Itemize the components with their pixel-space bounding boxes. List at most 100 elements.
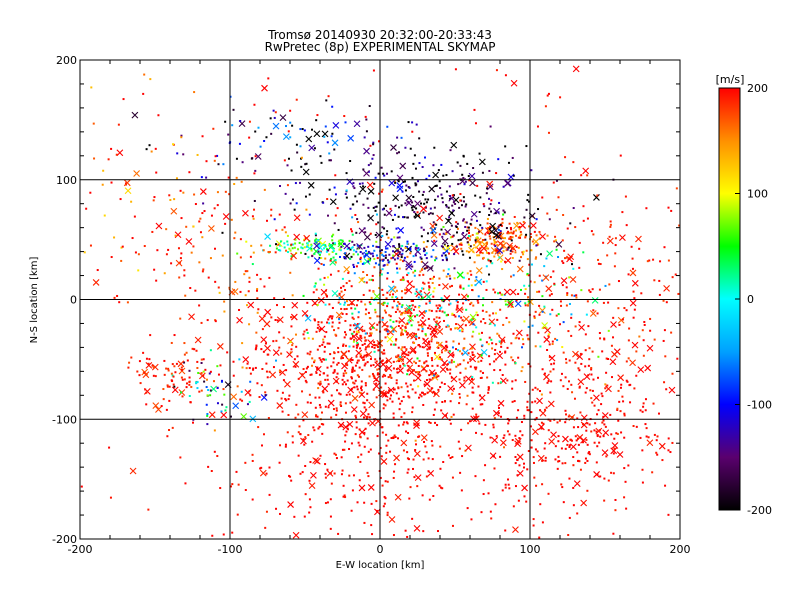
data-point xyxy=(433,374,436,377)
data-point xyxy=(305,162,308,165)
data-point xyxy=(489,203,492,206)
data-point xyxy=(522,220,525,223)
data-point xyxy=(425,379,428,382)
data-point xyxy=(424,156,427,159)
data-point xyxy=(333,452,336,455)
data-point xyxy=(375,360,378,363)
data-point xyxy=(205,176,208,179)
data-point xyxy=(523,417,526,420)
data-point xyxy=(133,170,141,177)
data-point xyxy=(457,239,460,242)
data-point xyxy=(431,364,434,367)
data-point xyxy=(137,253,140,256)
data-point xyxy=(163,373,166,376)
data-point xyxy=(360,387,363,390)
data-point xyxy=(460,293,468,301)
data-point xyxy=(341,312,344,315)
data-point xyxy=(601,449,609,457)
data-point xyxy=(409,347,417,355)
data-point xyxy=(414,374,422,382)
data-point xyxy=(353,369,356,372)
data-point xyxy=(643,320,646,323)
data-point xyxy=(384,256,387,259)
data-point xyxy=(532,461,535,464)
data-point xyxy=(406,245,409,248)
grid-lines xyxy=(80,60,680,539)
data-point xyxy=(302,168,310,176)
data-point xyxy=(511,359,514,362)
data-point xyxy=(547,380,550,382)
data-point xyxy=(499,350,502,353)
data-point xyxy=(330,365,333,368)
data-point xyxy=(480,433,483,436)
data-point xyxy=(437,346,440,349)
data-point xyxy=(310,249,313,252)
data-point xyxy=(198,390,201,393)
data-point xyxy=(562,351,565,354)
data-point xyxy=(422,190,425,193)
data-point xyxy=(347,350,350,353)
data-point xyxy=(536,397,543,405)
data-point xyxy=(360,453,363,456)
data-point xyxy=(322,372,325,375)
data-point xyxy=(481,171,484,174)
data-point xyxy=(656,435,659,438)
data-point xyxy=(248,280,251,283)
data-point xyxy=(676,357,679,360)
data-point xyxy=(461,308,464,311)
data-point xyxy=(557,435,560,438)
data-point xyxy=(456,271,464,279)
data-point xyxy=(596,312,599,315)
data-point xyxy=(423,440,426,443)
data-point xyxy=(384,404,387,407)
data-point xyxy=(362,271,365,274)
data-point xyxy=(322,338,325,341)
data-point xyxy=(194,203,197,206)
data-point xyxy=(248,276,251,279)
data-point xyxy=(607,329,610,332)
data-point xyxy=(412,467,415,470)
data-point xyxy=(389,315,392,318)
data-point xyxy=(555,208,558,211)
data-point xyxy=(518,259,521,262)
data-point xyxy=(358,247,361,250)
data-point xyxy=(460,243,463,246)
data-point xyxy=(264,391,267,394)
data-point xyxy=(546,212,549,215)
data-point xyxy=(512,332,515,335)
data-point xyxy=(399,366,402,369)
data-point xyxy=(353,322,361,330)
data-point xyxy=(403,256,406,259)
data-point xyxy=(313,429,316,432)
data-point xyxy=(371,326,374,329)
data-point xyxy=(366,274,369,277)
data-point xyxy=(314,282,317,285)
data-point xyxy=(316,326,319,329)
data-point xyxy=(494,245,497,248)
data-point xyxy=(278,213,281,216)
data-point xyxy=(317,267,320,270)
data-point xyxy=(433,146,436,149)
data-point xyxy=(458,396,461,399)
data-point xyxy=(440,245,443,248)
data-point xyxy=(435,320,438,323)
data-point xyxy=(315,288,318,291)
data-point xyxy=(209,394,212,397)
data-point xyxy=(445,340,448,343)
data-point xyxy=(439,356,442,359)
data-point xyxy=(433,206,436,209)
data-point xyxy=(332,357,335,360)
data-point xyxy=(398,267,401,270)
data-point xyxy=(381,391,389,398)
data-point xyxy=(466,272,469,275)
data-point xyxy=(568,444,571,447)
data-point xyxy=(288,394,291,397)
data-point xyxy=(520,233,523,236)
data-point xyxy=(465,203,468,206)
data-point xyxy=(188,171,191,174)
data-point xyxy=(502,209,505,212)
data-point xyxy=(540,427,543,430)
data-point xyxy=(550,293,553,296)
data-point xyxy=(533,281,536,284)
data-point xyxy=(502,185,505,188)
